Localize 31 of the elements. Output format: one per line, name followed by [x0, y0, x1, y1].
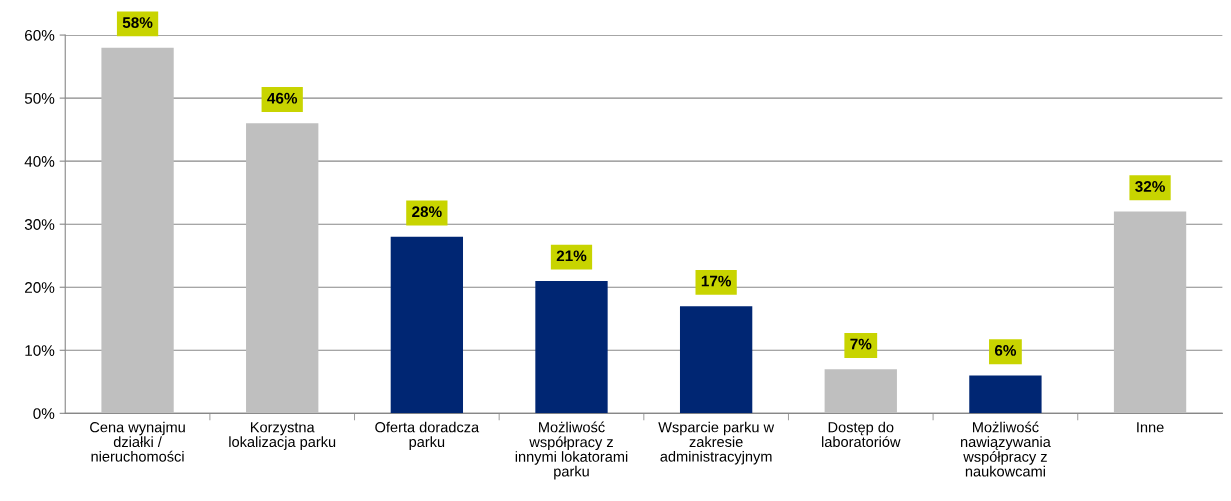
data-label: 7% — [850, 338, 872, 350]
bar — [824, 369, 897, 414]
y-tick-label: 30% — [24, 219, 55, 230]
bar — [969, 375, 1042, 414]
x-tick-label: Inne — [1137, 422, 1164, 433]
x-tick-label: Korzystna lokalizacja parku — [229, 422, 336, 450]
y-tick-label: 20% — [25, 282, 55, 293]
y-tick-label: 50% — [24, 92, 55, 104]
data-label: 21% — [556, 250, 587, 262]
data-label: 6% — [994, 344, 1017, 356]
y-tick-label: 10% — [25, 345, 55, 356]
data-label: 32% — [1135, 181, 1165, 192]
x-tick-label: Oferta doradcza parku — [375, 421, 480, 450]
data-label: 58% — [122, 17, 153, 28]
bar — [101, 47, 174, 414]
data-label: 28% — [412, 206, 442, 218]
x-tick-label: Możliwość współpracy z innymi lokatorami parku — [515, 421, 628, 480]
x-tick-label: Wsparcie parku w zakresie administracyjnym — [658, 421, 775, 465]
bar — [390, 236, 464, 414]
bar — [535, 280, 608, 414]
data-label: 17% — [701, 275, 732, 287]
x-tick-label: Dostęp do laboratoriów — [822, 421, 901, 448]
bar — [246, 123, 319, 414]
y-tick-label: 0% — [33, 408, 55, 420]
y-tick-label: 40% — [24, 156, 55, 167]
x-tick-label: Możliwość nawiązywania współpracy z naukowcami — [960, 421, 1051, 477]
x-tick-label: Cena wynajmu działki / nieruchomości — [90, 421, 185, 462]
y-tick-label: 60% — [25, 29, 55, 41]
data-label: 46% — [267, 92, 298, 104]
bar — [679, 306, 753, 414]
bar — [1113, 211, 1187, 414]
